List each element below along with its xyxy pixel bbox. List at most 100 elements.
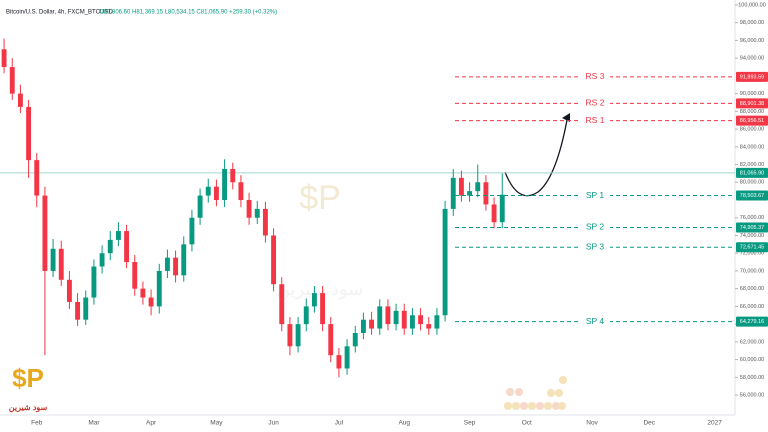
watermark-text: سود شیرین bbox=[277, 279, 364, 300]
x-tick-label: 2027 bbox=[707, 420, 722, 427]
price-tag-label: 72,671.45 bbox=[740, 245, 764, 251]
y-tick-label: 82,000.00 bbox=[740, 162, 764, 168]
candle-body bbox=[132, 262, 138, 289]
level-label: SP 2 bbox=[586, 222, 605, 232]
candle-body bbox=[42, 195, 48, 271]
x-tick-label: Jul bbox=[335, 420, 344, 427]
y-tick-label: 60,000.00 bbox=[740, 357, 764, 363]
price-tag-label: 64,279.16 bbox=[740, 319, 764, 325]
candle-body bbox=[1, 49, 7, 68]
candle-body bbox=[9, 67, 15, 94]
candle-body bbox=[222, 168, 228, 201]
y-tick-label: 62,000.00 bbox=[740, 339, 764, 345]
candle-body bbox=[238, 182, 244, 201]
candle-body bbox=[393, 310, 399, 325]
candle-body bbox=[205, 186, 211, 196]
level-label-bg bbox=[580, 98, 610, 109]
level-label: SP 4 bbox=[586, 316, 605, 326]
y-tick-label: 96,000.00 bbox=[740, 38, 764, 44]
level-label-bg bbox=[580, 222, 610, 233]
level-label: RS 2 bbox=[586, 98, 605, 108]
watermark-symbol: $P bbox=[299, 179, 341, 217]
price-tag bbox=[736, 115, 768, 126]
level-label-bg bbox=[580, 316, 610, 327]
x-tick-label: Aug bbox=[398, 420, 410, 427]
y-tick-label: 84,000.00 bbox=[740, 144, 764, 150]
price-tag-label: 78,503.67 bbox=[740, 193, 764, 199]
candle-body bbox=[369, 319, 375, 329]
candle-body bbox=[75, 301, 81, 320]
candle-body bbox=[66, 279, 72, 302]
candle-body bbox=[107, 239, 113, 254]
candle-body bbox=[418, 315, 424, 325]
candle-body bbox=[279, 284, 285, 325]
last-price-label: 81,065.90 bbox=[740, 170, 764, 176]
x-tick-label: Oct bbox=[522, 420, 532, 427]
y-tick-label: 74,000.00 bbox=[740, 233, 764, 239]
y-tick-label: 88,000.00 bbox=[740, 109, 764, 115]
logo-text: سود شیرین bbox=[9, 403, 48, 413]
price-tag-label: 86,956.51 bbox=[740, 118, 764, 124]
candle-body bbox=[99, 253, 105, 267]
candle-body bbox=[303, 306, 309, 325]
candle-body bbox=[458, 177, 464, 196]
candle-body bbox=[156, 270, 162, 307]
level-label: SP 1 bbox=[586, 190, 605, 200]
candle-body bbox=[442, 208, 448, 316]
y-tick-label: 76,000.00 bbox=[740, 215, 764, 221]
candle-body bbox=[385, 306, 391, 325]
candle-body bbox=[287, 324, 293, 347]
y-tick-label: 72,000.00 bbox=[740, 251, 764, 257]
projection-arrow bbox=[504, 119, 568, 197]
candle-body bbox=[311, 293, 317, 307]
projection-arrowhead bbox=[562, 113, 570, 122]
candle-body bbox=[483, 182, 489, 205]
candle-body bbox=[262, 208, 268, 236]
price-tag bbox=[736, 98, 768, 109]
candle-body bbox=[426, 324, 432, 329]
x-tick-label: Feb bbox=[31, 420, 43, 427]
y-tick-label: 94,000.00 bbox=[740, 56, 764, 62]
candle-body bbox=[213, 186, 219, 201]
y-tick-label: 58,000.00 bbox=[740, 375, 764, 381]
x-tick-label: Apr bbox=[146, 420, 157, 427]
candle-body bbox=[344, 346, 350, 369]
y-tick-label: 68,000.00 bbox=[740, 286, 764, 292]
candle-body bbox=[148, 297, 154, 307]
price-tag-label: 88,901.38 bbox=[740, 101, 764, 107]
candle-body bbox=[91, 266, 97, 298]
candle-body bbox=[254, 208, 260, 218]
level-label: SP 3 bbox=[586, 241, 605, 251]
x-tick-label: Dec bbox=[643, 420, 655, 427]
candle-body bbox=[58, 248, 64, 280]
level-label: RS 3 bbox=[586, 71, 605, 81]
candle-body bbox=[140, 288, 146, 298]
level-label-bg bbox=[580, 115, 610, 126]
y-tick-label: 70,000.00 bbox=[740, 268, 764, 274]
quote: O80,806.60 H81,369.15 L80,534.15 C81,065… bbox=[99, 10, 277, 16]
candle-body bbox=[475, 182, 481, 192]
x-tick-label: Mar bbox=[88, 420, 100, 427]
candle-body bbox=[271, 235, 277, 285]
level-label-bg bbox=[580, 71, 610, 82]
candle-body bbox=[320, 293, 326, 325]
candle-body bbox=[26, 106, 32, 161]
candle-body bbox=[336, 355, 342, 369]
candle-body bbox=[17, 93, 23, 107]
candle-body bbox=[246, 200, 252, 218]
y-tick-label: 90,000.00 bbox=[740, 91, 764, 97]
x-tick-label: May bbox=[210, 420, 223, 427]
price-tag bbox=[736, 242, 768, 253]
candle-body bbox=[499, 194, 505, 223]
candle-body bbox=[352, 332, 358, 347]
candle-body bbox=[124, 231, 130, 263]
y-tick-label: 56,000.00 bbox=[740, 393, 764, 399]
x-tick-label: Sep bbox=[464, 420, 476, 427]
candle-body bbox=[230, 168, 236, 183]
candle-body bbox=[164, 257, 170, 271]
price-tag bbox=[736, 316, 768, 327]
x-tick-label: Nov bbox=[586, 420, 598, 427]
